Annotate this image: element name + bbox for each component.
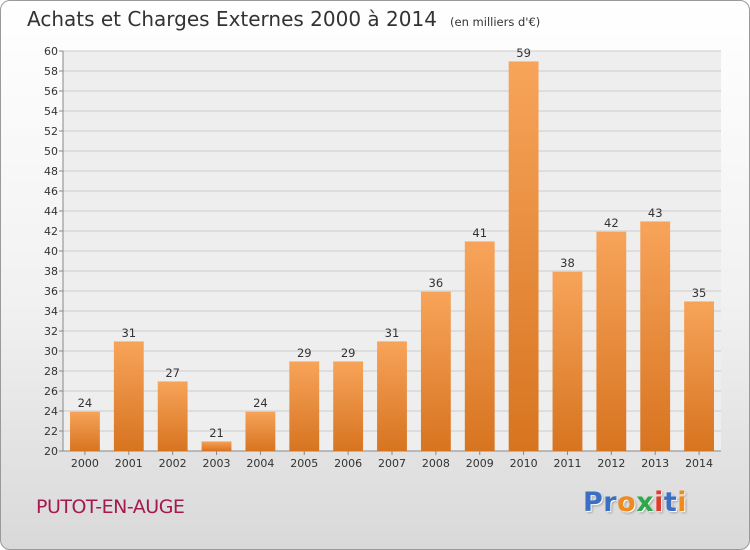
x-tick-label: 2002 [159, 457, 187, 470]
plot-area: 20 22 24 26 28 30 32 34 36 38 40 42 44 46 48 50 52 54 56 58… [44, 45, 721, 470]
logo-letter: r [603, 487, 618, 518]
bar-value-label: 59 [516, 46, 531, 60]
bar-value-label: 29 [341, 346, 356, 360]
x-tick-label: 2008 [422, 457, 450, 470]
bar [684, 301, 714, 451]
chart-subtitle: (en milliers d'€) [450, 15, 541, 29]
y-tick-label: 50 [44, 145, 58, 158]
y-tick-label: 52 [44, 125, 58, 138]
bar [113, 341, 144, 451]
x-tick-label: 2007 [378, 457, 406, 470]
logo-letter: i [677, 487, 688, 518]
x-tick-label: 2000 [71, 457, 99, 470]
x-tick-label: 2003 [203, 457, 231, 470]
y-tick-label: 36 [44, 285, 58, 298]
y-tick-label: 54 [44, 105, 58, 118]
y-tick-label: 56 [44, 85, 58, 98]
x-tick-label: 2013 [641, 457, 669, 470]
bar [245, 411, 276, 451]
y-tick-label: 48 [44, 165, 58, 178]
bar [464, 241, 495, 451]
bar [596, 231, 627, 451]
y-tick-label: 38 [44, 265, 58, 278]
logo-letter: i [654, 487, 664, 518]
bar-value-label: 31 [121, 326, 136, 340]
bar [377, 341, 407, 451]
bar [289, 361, 320, 451]
logo-letter: x [636, 487, 655, 518]
y-tick-label: 32 [44, 325, 58, 338]
place-name: PUTOT-EN-AUGE [36, 496, 185, 518]
y-tick-label: 58 [44, 65, 58, 78]
x-tick-label: 2011 [553, 457, 581, 470]
x-tick-label: 2005 [290, 457, 318, 470]
bar-value-label: 42 [604, 216, 619, 230]
y-tick-label: 20 [44, 445, 58, 458]
bar [157, 381, 188, 451]
x-tick-label: 2010 [510, 457, 538, 470]
proxiti-logo[interactable]: Proxiti [583, 487, 687, 518]
bar [640, 221, 671, 451]
bar [70, 411, 100, 451]
logo-letter: o [617, 487, 637, 518]
y-tick-label: 46 [44, 185, 58, 198]
y-tick-label: 28 [44, 365, 58, 378]
x-tick-label: 2014 [685, 457, 713, 470]
bar [420, 291, 451, 451]
bar [508, 61, 539, 451]
bar [201, 441, 232, 451]
logo-letter: t [663, 487, 678, 518]
bar-value-label: 36 [429, 276, 444, 290]
chart-title: Achats et Charges Externes 2000 à 2014 [27, 7, 437, 31]
bar-value-label: 31 [385, 326, 400, 340]
y-tick-label: 34 [44, 305, 58, 318]
y-tick-label: 42 [44, 225, 58, 238]
bar-value-label: 27 [165, 366, 180, 380]
logo-letter: P [583, 487, 604, 518]
x-tick-label: 2001 [115, 457, 143, 470]
y-tick-label: 44 [44, 205, 58, 218]
bar-value-label: 38 [560, 256, 575, 270]
x-tick-label: 2009 [466, 457, 494, 470]
bar-value-label: 21 [209, 426, 224, 440]
y-tick-label: 30 [44, 345, 58, 358]
y-tick-label: 26 [44, 385, 58, 398]
bar-value-label: 24 [78, 396, 93, 410]
title-row: Achats et Charges Externes 2000 à 2014 (… [27, 7, 540, 31]
bar-value-label: 41 [472, 226, 487, 240]
y-tick-label: 60 [44, 45, 58, 58]
bar [333, 361, 364, 451]
y-tick-label: 22 [44, 425, 58, 438]
bar-value-label: 29 [297, 346, 312, 360]
bar [552, 271, 583, 451]
bar-value-label: 35 [692, 286, 707, 300]
y-tick-label: 40 [44, 245, 58, 258]
bar-value-label: 43 [648, 206, 663, 220]
x-tick-label: 2012 [597, 457, 625, 470]
y-tick-label: 24 [44, 405, 58, 418]
x-tick-label: 2004 [246, 457, 274, 470]
x-tick-label: 2006 [334, 457, 362, 470]
bar-value-label: 24 [253, 396, 268, 410]
